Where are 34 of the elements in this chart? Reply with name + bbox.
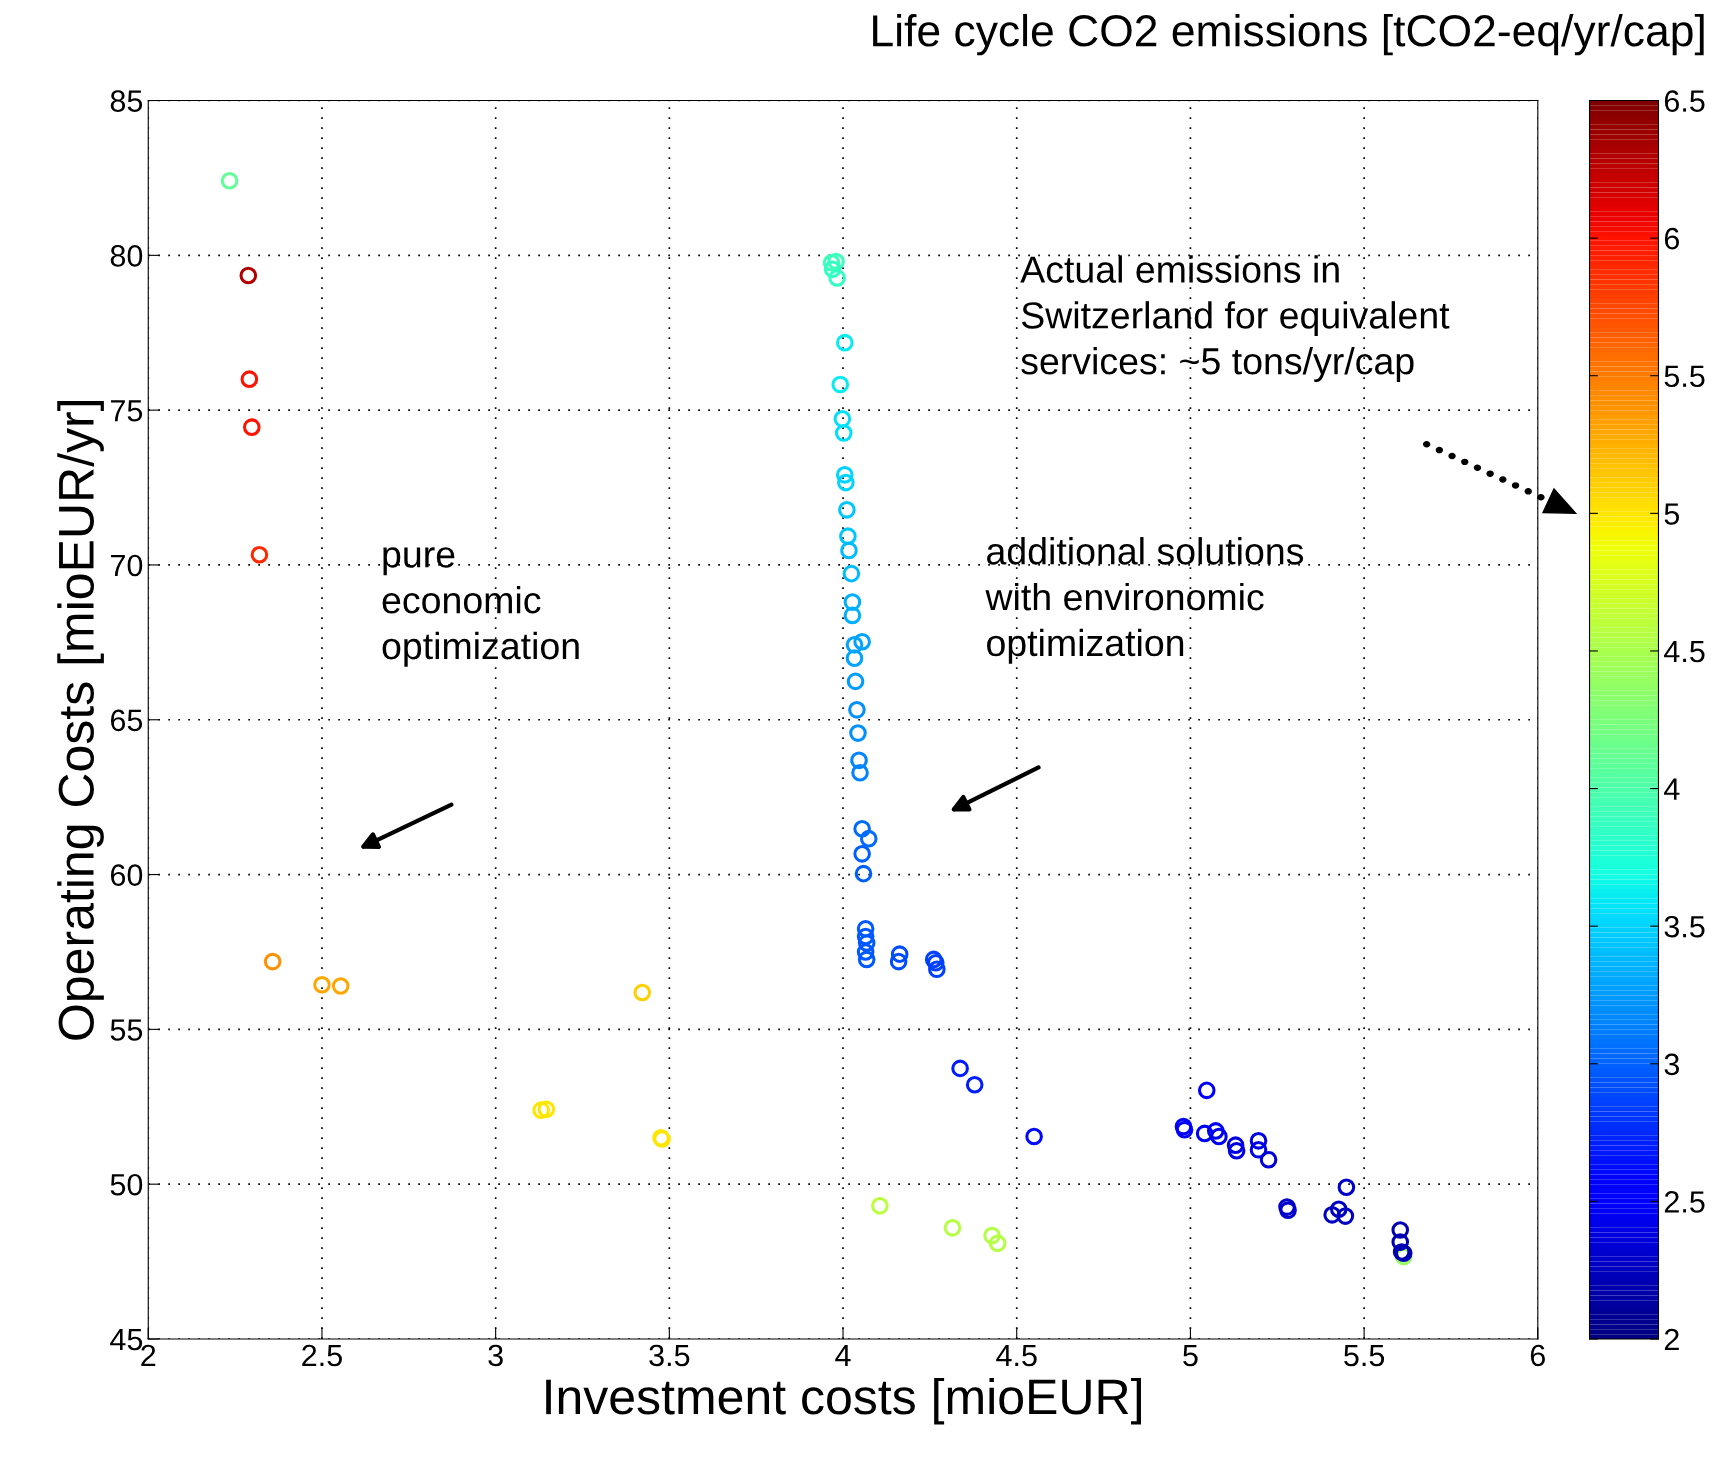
annotation: additional solutions with environomic optimization (985, 537, 1304, 664)
x-tick-label: 3.5 (649, 1344, 690, 1367)
color-bar-label: 3.5 (1664, 915, 1705, 938)
color-bar-label: 2.5 (1664, 1191, 1705, 1213)
y-tick-label: 55 (110, 1019, 143, 1041)
color-bar-label: 5 (1664, 503, 1680, 525)
color-bar-label: 4 (1664, 778, 1680, 800)
annotation: Actual emissions in Switzerland for equivalent services: ~5 tons/yr/cap (1020, 255, 1450, 382)
color-bar-label: 6.5 (1664, 90, 1705, 112)
x-axis-title: Investment costs [mioEUR] (546, 1377, 1141, 1425)
x-tick-label: 4 (835, 1344, 851, 1366)
y-tick-label: 45 (110, 1329, 143, 1351)
color-bar-label: 3 (1664, 1053, 1679, 1076)
x-tick-label: 5.5 (1344, 1344, 1385, 1367)
color-bar-title: Life cycle CO2 emissions [tCO2-eq/yr/cap] (873, 13, 1704, 56)
x-tick-label: 4.5 (996, 1344, 1037, 1367)
y-tick-label: 65 (110, 709, 143, 732)
x-tick-label: 2.5 (302, 1344, 342, 1367)
x-tick-label: 3 (488, 1344, 503, 1367)
y-tick-label: 50 (110, 1173, 143, 1196)
x-tick-label: 2 (141, 1344, 156, 1366)
y-tick-label: 75 (110, 400, 143, 422)
y-tick-label: 60 (110, 864, 143, 886)
color-bar-label: 6 (1664, 227, 1679, 250)
y-tick-label: 85 (110, 90, 143, 112)
color-bar-label: 2 (1664, 1328, 1679, 1351)
color-bar-label: 5.5 (1664, 365, 1705, 388)
y-axis-title: Operating Costs [mioEUR/yr] (57, 400, 104, 1040)
x-tick-label: 5 (1183, 1344, 1198, 1367)
annotation: pure economic optimization (382, 547, 579, 667)
x-tick-label: 6 (1530, 1344, 1545, 1367)
color-bar-label: 4.5 (1664, 641, 1705, 663)
y-tick-label: 70 (110, 554, 143, 577)
y-tick-label: 80 (110, 245, 143, 267)
